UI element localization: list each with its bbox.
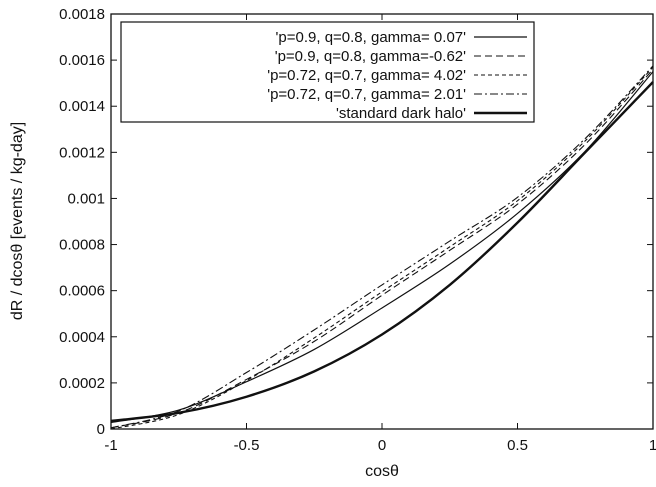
y-tick-label: 0.0014 (59, 98, 105, 115)
legend-label: 'p=0.72, q=0.7, gamma= 4.02' (267, 67, 466, 84)
y-tick-label: 0.0008 (59, 237, 105, 254)
y-tick-label: 0.0004 (59, 329, 105, 346)
y-tick-label: 0.0018 (59, 6, 105, 23)
x-tick-label: 0 (378, 437, 386, 454)
y-tick-label: 0 (97, 421, 105, 438)
y-axis-title: dR / dcosθ [events / kg-day] (9, 122, 26, 320)
series-line-2 (110, 68, 654, 429)
x-tick-label: -0.5 (234, 437, 260, 454)
x-tick-label: -1 (104, 437, 117, 454)
y-tick-label: 0.0016 (59, 52, 105, 69)
series-line-5 (110, 81, 654, 423)
legend-label: 'standard dark halo' (336, 105, 466, 122)
y-tick-label: 0.0012 (59, 144, 105, 161)
legend-label: 'p=0.9, q=0.8, gamma=-0.62' (275, 48, 466, 65)
legend: 'p=0.9, q=0.8, gamma= 0.07' 'p=0.9, q=0.8… (120, 21, 535, 123)
legend-label: 'p=0.9, q=0.8, gamma= 0.07' (276, 29, 467, 46)
x-tick-label: 1 (649, 437, 656, 454)
x-axis-title: cosθ (365, 463, 399, 480)
y-axis: 0 0.0002 0.0004 0.0006 0.0008 0.001 0.0012 0.00… (59, 6, 653, 438)
series-line-4 (110, 65, 654, 429)
legend-box (120, 21, 535, 123)
legend-label: 'p=0.72, q=0.7, gamma= 2.01' (267, 86, 466, 103)
x-axis: -1 -0.5 0 0.5 1 (104, 14, 656, 454)
y-tick-label: 0.001 (67, 190, 105, 207)
series-line-3 (110, 66, 654, 430)
series-lines (110, 65, 654, 430)
x-tick-label: 0.5 (507, 437, 528, 454)
y-tick-label: 0.0002 (59, 375, 105, 392)
y-tick-label: 0.0006 (59, 283, 105, 300)
